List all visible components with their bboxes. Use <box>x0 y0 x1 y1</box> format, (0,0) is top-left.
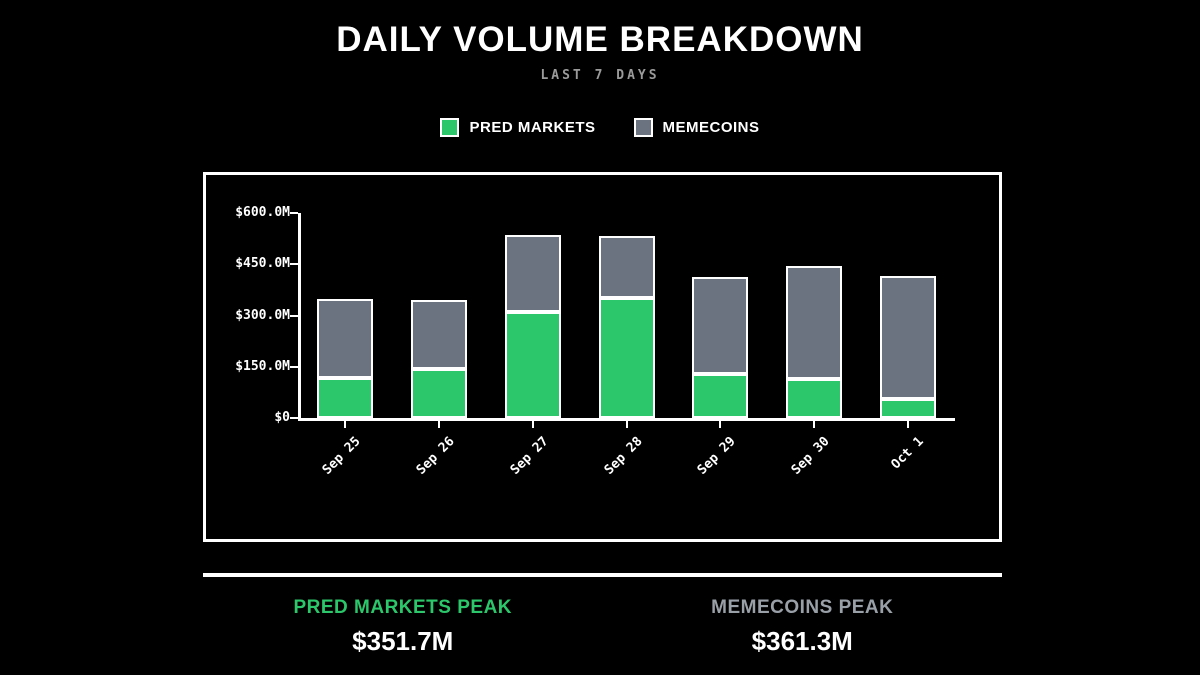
y-tick-mark <box>290 212 298 214</box>
legend-item-pred-markets: PRED MARKETS <box>440 118 595 137</box>
x-tick-label: Oct 1 <box>888 434 927 473</box>
legend-label-pred-markets: PRED MARKETS <box>469 119 596 136</box>
bar-sep-30 <box>786 266 843 418</box>
bar-sep-27 <box>504 235 561 418</box>
y-tick-label: $0 <box>274 410 290 425</box>
memecoins-peak-stat: MEMECOINS PEAK $361.3M <box>603 597 1003 657</box>
x-tick-mark <box>813 421 816 428</box>
y-tick-mark <box>290 263 298 266</box>
legend-item-memecoins: MEMECOINS <box>633 118 760 137</box>
stacked-bar-chart: $600.0M $450.0M $300.0M $150.0M $0 Sep 25 Sep … <box>206 175 999 539</box>
x-tick-label: Sep 28 <box>601 434 646 478</box>
pred-markets-segment <box>786 379 843 418</box>
y-tick-label: $150.0M <box>235 358 290 374</box>
pred-markets-segment <box>598 298 655 418</box>
memecoins-segment <box>786 266 843 379</box>
memecoins-swatch-icon <box>633 118 653 137</box>
x-tick-mark <box>719 421 722 428</box>
memecoins-segment <box>692 277 749 374</box>
y-tick-label: $450.0M <box>235 256 290 272</box>
y-tick-label: $300.0M <box>235 307 290 323</box>
memecoins-peak-value: $361.3M <box>751 626 853 656</box>
pred-markets-segment <box>504 312 561 418</box>
x-tick-mark <box>625 421 628 428</box>
pred-markets-peak-label: PRED MARKETS PEAK <box>293 597 513 618</box>
memecoins-segment <box>880 276 937 399</box>
bar-sep-29 <box>692 277 749 418</box>
y-tick-label: $600.0M <box>235 205 290 220</box>
x-tick-mark <box>343 421 346 428</box>
memecoins-segment <box>316 299 373 378</box>
memecoins-segment <box>504 235 561 312</box>
bar-sep-26 <box>410 300 467 418</box>
x-tick-mark <box>437 421 440 428</box>
x-axis-line <box>298 418 955 421</box>
x-tick-mark <box>531 421 534 428</box>
memecoins-peak-label: MEMECOINS PEAK <box>711 597 894 618</box>
y-axis-line <box>298 213 301 421</box>
legend-label-memecoins: MEMECOINS <box>662 119 760 136</box>
y-tick-mark <box>290 314 298 317</box>
pred-markets-segment <box>410 369 467 418</box>
x-tick-mark <box>907 421 910 428</box>
pred-markets-segment <box>692 374 749 418</box>
memecoins-segment <box>598 236 655 298</box>
y-tick-mark <box>290 417 298 419</box>
pred-markets-peak-value: $351.7M <box>352 626 454 656</box>
page-subtitle: LAST 7 DAYS <box>540 68 660 83</box>
pred-markets-peak-stat: PRED MARKETS PEAK $351.7M <box>203 597 603 657</box>
bar-oct-1 <box>880 276 937 418</box>
x-tick-label: Sep 29 <box>695 434 739 478</box>
pred-markets-segment <box>316 378 373 418</box>
y-tick-mark <box>290 365 298 368</box>
pred-markets-segment <box>880 399 937 418</box>
bar-sep-25 <box>316 299 373 418</box>
pred-markets-swatch-icon <box>440 118 460 137</box>
x-tick-label: Sep 30 <box>789 434 833 478</box>
x-tick-label: Sep 25 <box>319 434 364 478</box>
chart-frame: $600.0M $450.0M $300.0M $150.0M $0 Sep 25 Sep … <box>203 172 1002 542</box>
memecoins-segment <box>410 300 467 369</box>
page-title: DAILY VOLUME BREAKDOWN <box>336 20 864 59</box>
bar-sep-28 <box>598 236 655 418</box>
stats-row: PRED MARKETS PEAK $351.7M MEMECOINS PEAK… <box>203 597 1002 657</box>
chart-legend: PRED MARKETS MEMECOINS <box>0 118 1200 137</box>
x-tick-label: Sep 26 <box>413 434 458 478</box>
footer-divider <box>203 573 1002 577</box>
x-tick-label: Sep 27 <box>507 434 552 478</box>
